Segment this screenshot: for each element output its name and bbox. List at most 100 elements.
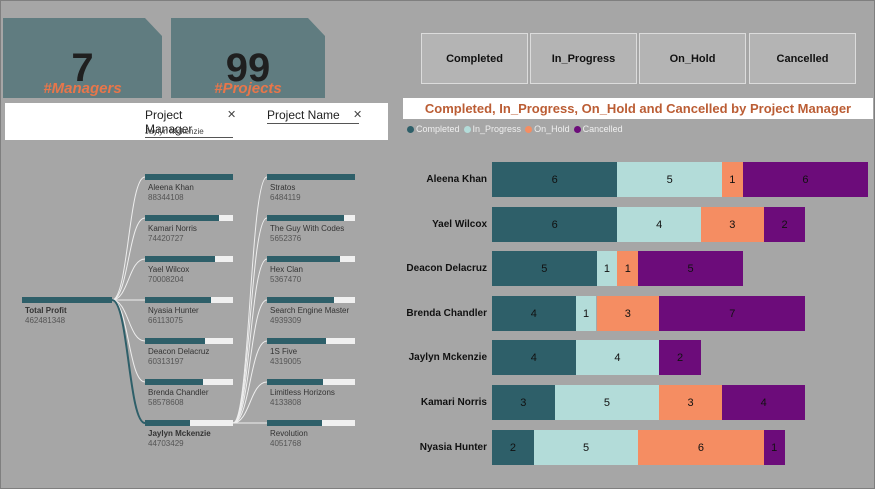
bar-segment[interactable] [533,429,639,465]
tree-root-label: Total Profit [25,306,67,315]
legend-item[interactable]: On_Hold [525,124,570,134]
bar-segment[interactable] [596,295,660,331]
bar-fill [267,420,322,426]
bar-value-label: 3 [687,397,694,409]
completed-button[interactable]: Completed [421,33,528,84]
tree-manager-value: 70008204 [148,275,184,284]
bar-segment[interactable] [638,429,764,465]
bar-segment[interactable] [554,385,660,420]
projects-count: 99 [225,46,271,90]
tree-project-bar[interactable] [267,256,355,262]
bar-fill [145,297,211,303]
tree-project-bar[interactable] [267,338,355,344]
tree-manager-name: Kamari Norris [148,224,197,233]
bar-segment[interactable] [492,162,618,197]
bar-segment[interactable] [638,251,743,287]
category-label: Yael Wilcox [432,218,487,230]
bar-segment[interactable] [492,429,534,465]
bar-segment[interactable] [659,340,701,376]
bar-segment[interactable] [596,251,618,287]
tree-project-value: 5367470 [270,275,302,284]
tree-manager-value: 60313197 [148,357,184,366]
tree-root-bar[interactable] [22,297,112,303]
legend-item[interactable]: Cancelled [573,124,623,134]
clear-project-name-icon[interactable]: ✕ [353,109,363,121]
bar-value-label: 2 [509,441,516,454]
bar-value-label: 1 [603,263,610,276]
tree-project-bar[interactable] [267,174,355,180]
tree-manager-bar[interactable] [145,338,233,344]
tree-project-value: 6484119 [270,193,301,202]
bar-value-label: 7 [729,307,736,320]
bar-segment[interactable] [492,251,597,287]
category-label: Jaylyn Mckenzie [408,352,487,364]
bar-segment[interactable] [575,340,660,376]
bar-fill [22,297,112,303]
bar-segment[interactable] [617,162,722,197]
bar-value-label: 4 [614,352,621,365]
tree-connector [111,217,146,301]
bar-segment[interactable] [742,162,869,197]
bar-segment[interactable] [617,251,639,287]
bar-value-label: 5 [687,263,694,276]
in-progress-button[interactable]: In_Progress [530,33,637,84]
bar-fill [145,338,205,344]
on-hold-button[interactable]: On_Hold [639,33,746,84]
bar-segment[interactable] [492,385,555,420]
bar-segment[interactable] [492,340,576,376]
legend-dot-icon [463,125,471,133]
bar-segment[interactable] [721,162,743,197]
bar-segment[interactable] [763,429,785,465]
bar-value-label: 6 [551,174,558,186]
legend-item[interactable]: In_Progress [463,124,521,134]
tree-project-bar[interactable] [267,420,355,426]
bar-value-label: 1 [771,441,778,454]
category-label: Deacon Delacruz [406,263,487,275]
tree-manager-name: Aleena Khan [148,183,194,192]
tree-project-bar[interactable] [267,297,355,303]
projects-label: #Projects [214,80,282,97]
tree-project-value: 4133808 [270,398,302,407]
tree-manager-bar[interactable] [145,297,233,303]
project-manager-slicer[interactable]: Project Manager [145,108,233,138]
bar-segment[interactable] [492,295,576,331]
tree-project-name: Hex Clan [270,265,303,274]
bar-segment[interactable] [763,206,806,242]
managers-count: 7 [71,46,94,90]
bar-value-label: 6 [697,441,705,454]
clear-project-manager-icon[interactable]: ✕ [227,109,237,121]
cancelled-button[interactable]: Cancelled [749,33,856,84]
bar-value-label: 4 [530,352,537,365]
bar-fill [145,379,204,385]
chart-legend: Completed In_Progress On_Hold Cancelled [407,124,627,134]
tree-project-value: 5652376 [270,234,302,243]
tree-manager-bar[interactable] [145,215,233,221]
legend-dot-icon [525,125,533,133]
tree-manager-name: Yael Wilcox [148,265,190,274]
tree-manager-bar[interactable] [145,174,233,180]
category-label: Brenda Chandler [406,307,487,319]
tree-manager-bar[interactable] [145,379,233,385]
legend-item[interactable]: Completed [407,124,460,134]
bar-segment[interactable] [701,206,764,242]
tree-project-bar[interactable] [267,379,355,385]
bar-segment[interactable] [659,385,722,420]
bar-segment[interactable] [492,206,618,242]
legend-dot-icon [407,125,414,133]
bar-segment[interactable] [617,206,701,242]
tree-manager-bar[interactable] [145,256,233,262]
tree-connector [111,176,146,301]
tree-manager-bar[interactable] [145,420,233,426]
tree-project-bar[interactable] [267,215,355,221]
bar-fill [145,215,219,221]
bar-segment[interactable] [575,295,597,331]
managers-label: #Managers [43,80,122,97]
bar-fill [267,338,326,344]
bar-fill [145,256,215,262]
bar-segment[interactable] [659,295,806,331]
bar-segment[interactable] [721,385,806,420]
project-name-slicer[interactable]: Project Name [267,108,359,124]
bar-value-label: 6 [802,174,809,186]
bar-fill [267,379,324,385]
